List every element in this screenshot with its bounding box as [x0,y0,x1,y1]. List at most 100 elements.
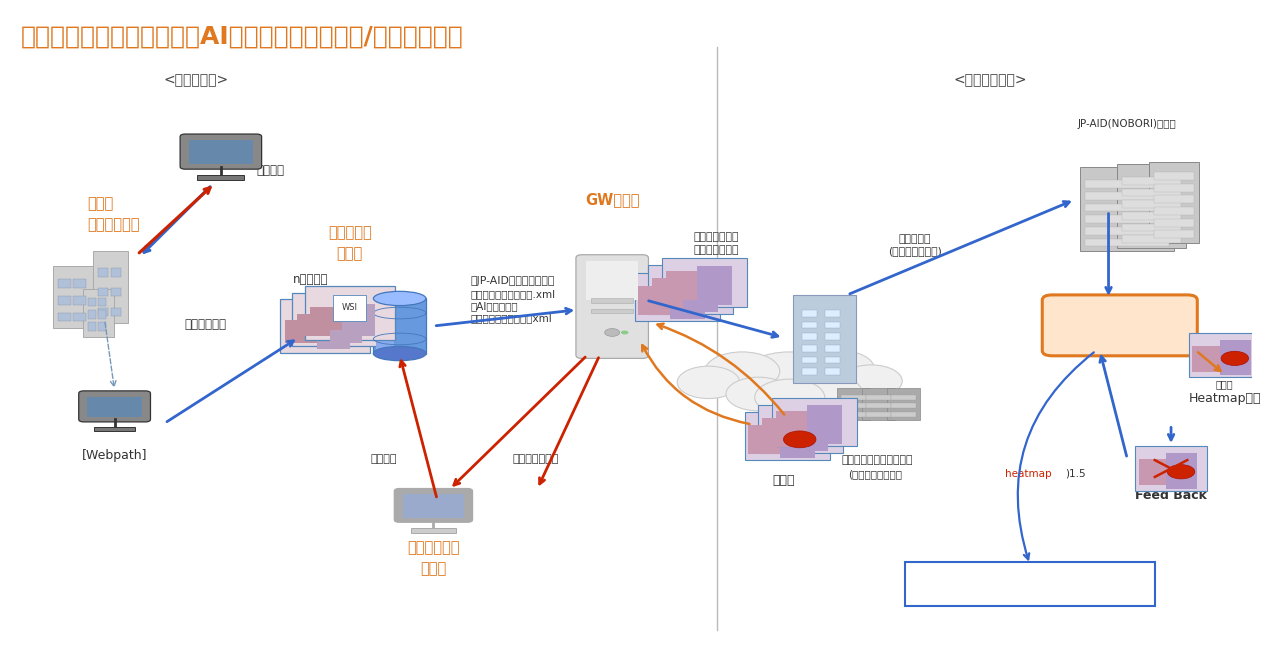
Bar [99,288,108,297]
Text: n項目情報: n項目情報 [293,273,329,286]
Bar [652,278,684,308]
Bar [99,308,108,316]
Bar [99,310,107,319]
FancyBboxPatch shape [1189,333,1261,377]
Bar [1122,224,1181,231]
FancyBboxPatch shape [662,258,747,307]
Text: 確定診断: 確定診断 [371,454,397,464]
Circle shape [755,379,825,415]
Text: JP-AID(NOBORI)サーバ: JP-AID(NOBORI)サーバ [1077,119,1176,129]
Bar [88,298,96,306]
Bar [1193,346,1220,372]
Bar [1154,230,1194,238]
Ellipse shape [373,291,426,306]
Bar [1085,227,1169,235]
Bar [376,299,395,353]
Circle shape [621,331,628,334]
Text: 地域ネット
サーバ: 地域ネット サーバ [327,225,372,261]
Bar [670,280,704,319]
Bar [802,368,817,375]
Bar [189,140,253,164]
FancyBboxPatch shape [292,293,382,346]
Bar [838,387,869,420]
Bar [343,304,374,336]
Text: <データセンタ>: <データセンタ> [953,73,1027,87]
Text: feedback情報の取得: feedback情報の取得 [982,577,1077,590]
Bar [1148,162,1198,243]
FancyBboxPatch shape [180,134,261,169]
Bar [891,403,916,408]
Bar [99,268,108,276]
Text: Feed Back: Feed Back [1134,489,1207,502]
Text: ・確定診断送信: ・確定診断送信 [693,244,739,254]
Text: (画像と添付情報と: (画像と添付情報と [849,469,902,479]
Bar [697,266,732,305]
Text: 解析像: 解析像 [1216,379,1233,389]
FancyBboxPatch shape [905,562,1155,606]
Bar [825,310,840,317]
Circle shape [783,431,816,448]
Bar [793,413,829,451]
Text: 解析後画像参照: 解析後画像参照 [513,454,560,464]
Bar [373,299,426,353]
Bar [1220,340,1251,376]
Bar [74,296,86,304]
Bar [763,418,793,447]
Bar [591,309,633,313]
Bar [297,314,332,336]
Bar [198,175,244,180]
Text: (画像と添付情報): (画像と添付情報) [888,246,942,256]
Ellipse shape [373,346,426,361]
Bar [1154,196,1194,203]
Bar [1080,168,1174,252]
Circle shape [726,377,791,411]
Bar [865,394,891,400]
Bar [74,313,86,321]
Circle shape [740,352,840,404]
Bar [94,426,135,431]
Bar [862,387,895,420]
Circle shape [799,350,874,389]
Bar [841,403,865,408]
Text: ［JP-AIDフォーマット］: ［JP-AIDフォーマット］ [471,276,556,286]
Bar [591,298,633,303]
Bar [825,345,840,351]
Bar [775,411,807,439]
Bar [58,313,71,321]
Text: heatmap: heatmap [1005,469,1052,479]
Bar [825,322,840,328]
Bar [586,261,638,300]
Text: データ転送: データ転送 [898,233,931,244]
Bar [887,387,920,420]
Text: [Webpath]: [Webpath] [82,449,147,462]
FancyBboxPatch shape [576,255,648,359]
Bar [1122,212,1181,220]
Bar [110,288,121,297]
Text: 解析像: 解析像 [773,474,794,486]
Text: )1.5: )1.5 [1065,469,1085,479]
Circle shape [840,365,902,397]
Text: <徳島大学側>: <徳島大学側> [164,73,228,87]
FancyBboxPatch shape [395,488,472,522]
FancyBboxPatch shape [648,265,733,314]
Bar [74,280,86,288]
Bar [1122,235,1181,243]
Bar [825,357,840,363]
Bar [638,286,670,315]
Bar [666,271,697,301]
FancyBboxPatch shape [79,391,151,422]
Bar [841,394,865,400]
Bar [317,317,350,349]
FancyBboxPatch shape [279,299,369,353]
Bar [110,308,121,316]
FancyBboxPatch shape [634,273,720,321]
Bar [1154,184,1194,192]
Bar [330,310,362,343]
Text: ・一次診断後診断情報.xml: ・一次診断後診断情報.xml [471,289,556,299]
Circle shape [704,352,779,391]
Bar [82,289,114,337]
Bar [802,345,817,351]
Bar [310,307,345,330]
Circle shape [605,329,619,336]
Text: 吉野川
医療センター: 吉野川 医療センター [88,196,140,233]
